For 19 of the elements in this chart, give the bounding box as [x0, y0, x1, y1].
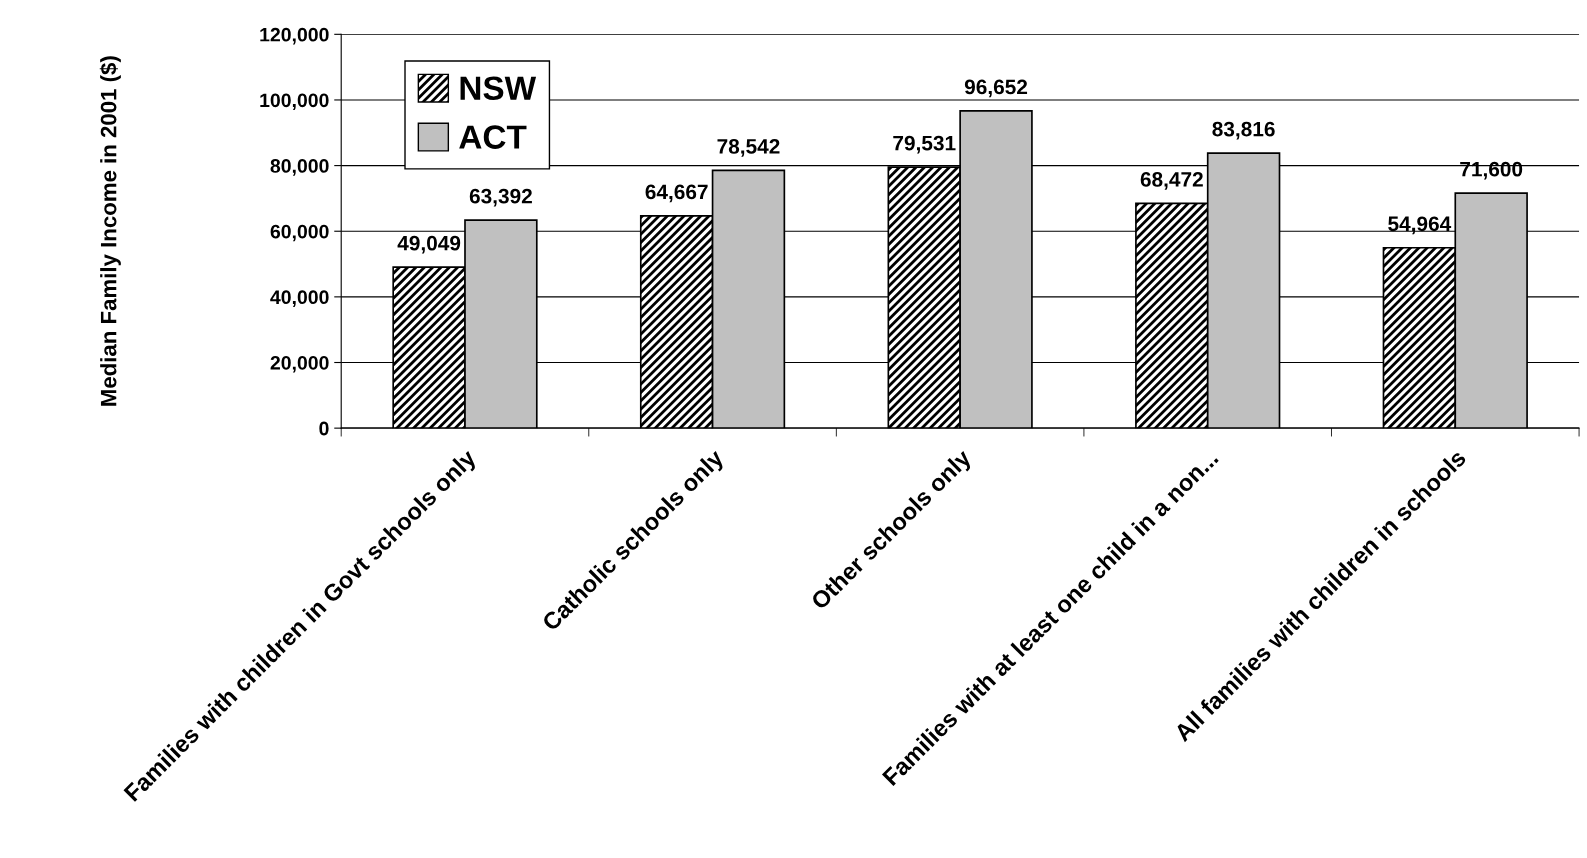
data-label: 68,472 [1140, 172, 1203, 190]
data-label: 79,531 [893, 135, 956, 154]
legend-label: NSW [460, 76, 537, 100]
data-label: 54,964 [1388, 216, 1452, 235]
y-tick-label: 0 [319, 421, 329, 436]
y-tick-label: 20,000 [270, 355, 329, 373]
data-label: 96,652 [964, 79, 1028, 98]
y-axis-title: Median Family Income in 2001 ($) [99, 56, 121, 406]
data-label: 63,392 [469, 188, 532, 207]
data-label: 49,049 [397, 235, 461, 254]
data-label: 64,667 [645, 184, 708, 203]
y-tick-label: 120,000 [260, 27, 329, 45]
data-label: 78,542 [717, 139, 780, 157]
y-tick-label: 80,000 [270, 159, 329, 176]
y-tick-label: 60,000 [270, 224, 329, 242]
y-tick-label: 100,000 [260, 93, 329, 111]
data-label: 83,816 [1212, 121, 1275, 140]
y-tick-label: 40,000 [270, 290, 329, 307]
legend-label: ACT [459, 125, 527, 149]
